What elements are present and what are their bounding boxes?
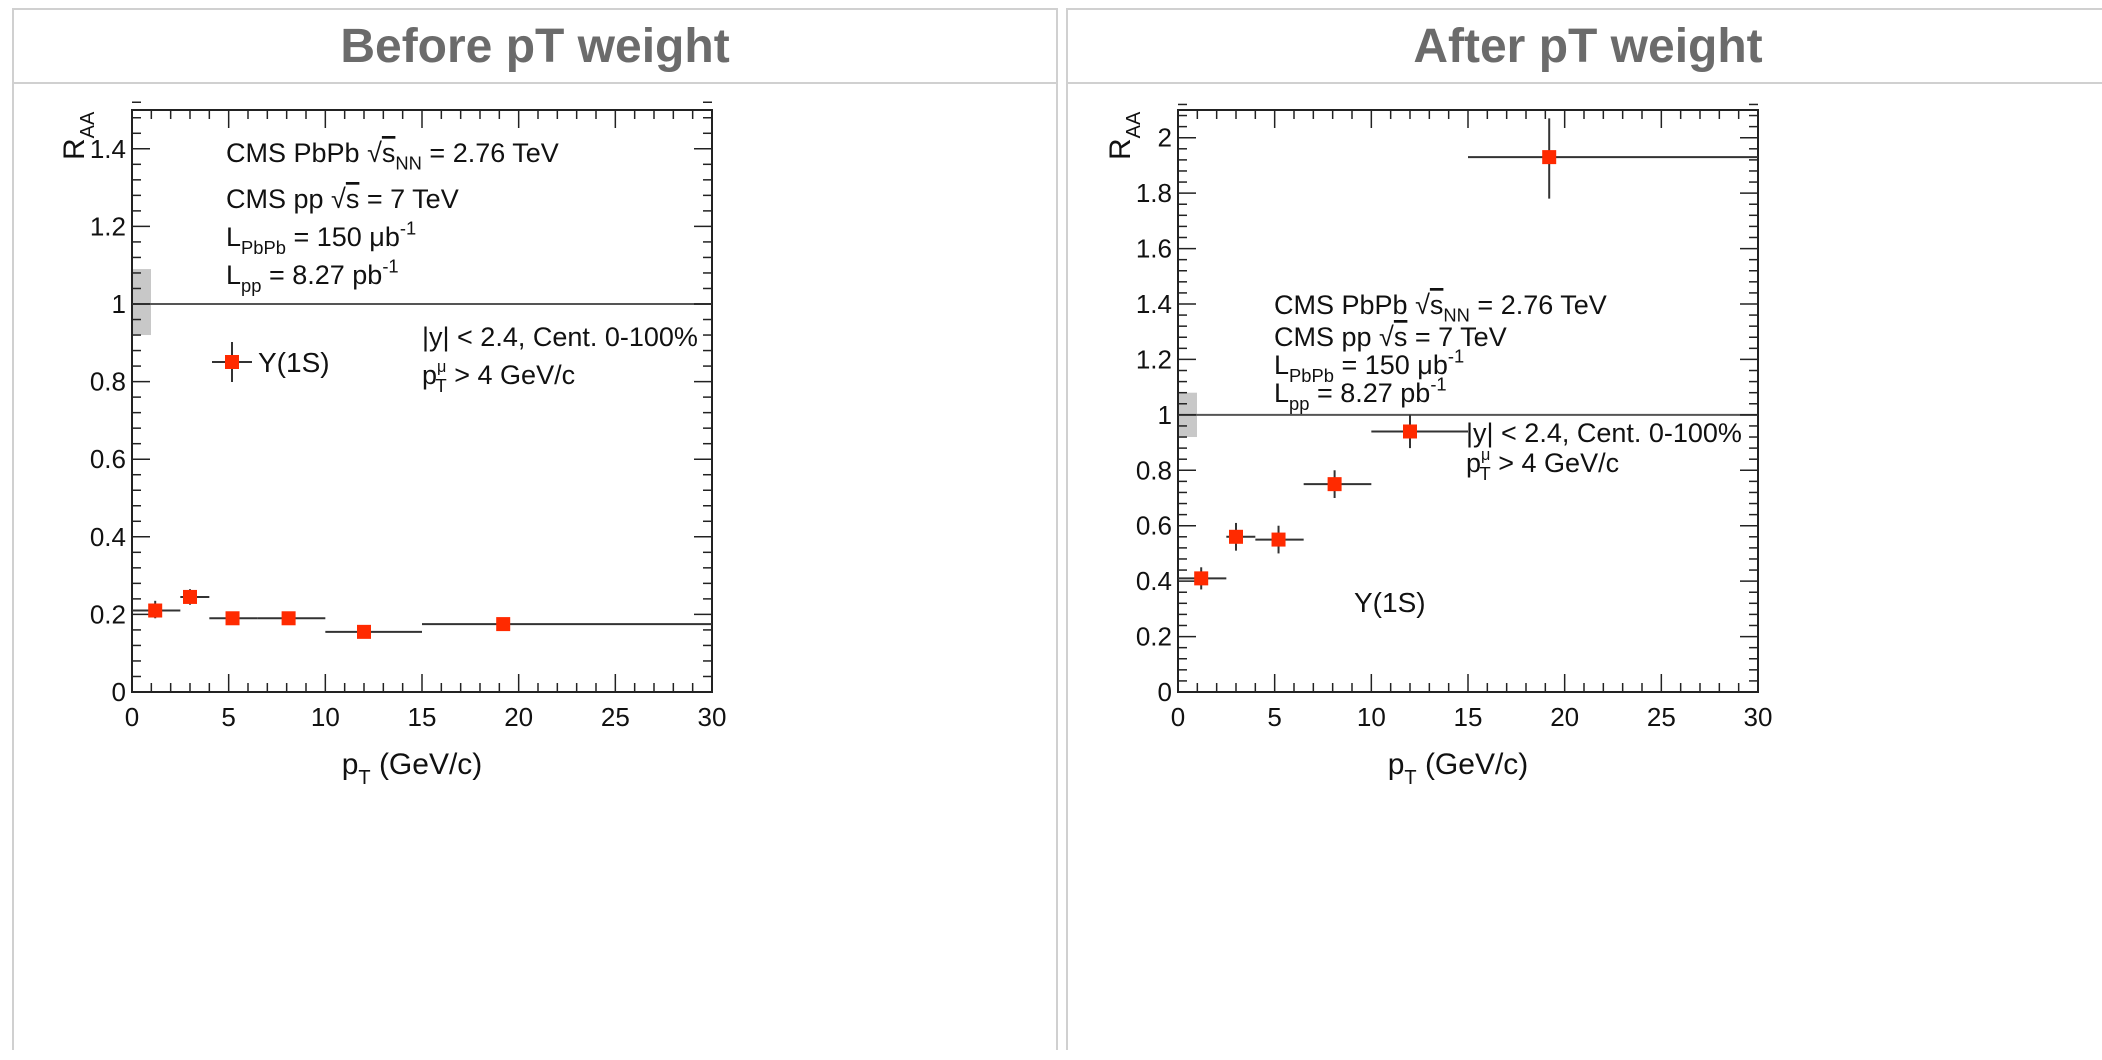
y-tick-label: 1.6 xyxy=(1136,234,1172,264)
point-marker xyxy=(1403,424,1417,439)
x-tick-label: 5 xyxy=(221,702,235,732)
y-tick-label: 0.2 xyxy=(1136,622,1172,652)
y-tick-label: 0.8 xyxy=(1136,455,1172,485)
annotation-lumi-pp: Lpp = 8.27 pb-1 xyxy=(226,256,399,296)
x-tick-label: 5 xyxy=(1267,702,1281,732)
legend-point xyxy=(225,355,239,369)
annotation-pt-cut: pμ T > 4 GeV/c xyxy=(422,358,575,396)
y-axis-title: RAA xyxy=(1104,111,1145,160)
annotation-cms-pp: CMS pp √s = 7 TeV xyxy=(1274,322,1507,352)
annotation-lumi-pbpb: LPbPb = 150 μb-1 xyxy=(1274,346,1464,386)
annotation-pt-cut: pμ T > 4 GeV/c xyxy=(1466,446,1619,484)
point-marker xyxy=(225,611,240,626)
y-tick-label: 1.2 xyxy=(90,211,126,241)
panel-header-before: Before pT weight xyxy=(14,10,1056,84)
panel-header-after: After pT weight xyxy=(1068,10,2102,84)
data-point xyxy=(422,617,712,632)
data-point xyxy=(209,611,258,626)
data-point xyxy=(257,611,326,626)
data-point xyxy=(1371,414,1468,449)
x-tick-label: 20 xyxy=(1550,702,1579,732)
point-marker xyxy=(496,617,511,632)
x-axis-title: pT (GeV/c) xyxy=(1388,748,1529,789)
x-tick-label: 25 xyxy=(601,702,630,732)
x-tick-label: 20 xyxy=(504,702,533,732)
data-point xyxy=(1178,567,1227,590)
y-tick-label: 0.8 xyxy=(90,367,126,397)
annotation-cms-pp: CMS pp √s = 7 TeV xyxy=(226,184,459,214)
point-marker xyxy=(357,624,371,639)
y-tick-label: 1.4 xyxy=(90,134,126,164)
x-tick-label: 25 xyxy=(1647,702,1676,732)
x-tick-label: 30 xyxy=(698,702,727,732)
x-tick-label: 0 xyxy=(1171,702,1185,732)
y-tick-label: 0 xyxy=(112,677,126,707)
data-point xyxy=(325,624,422,639)
y-tick-label: 1.2 xyxy=(1136,344,1172,374)
point-marker xyxy=(1194,571,1209,586)
point-marker xyxy=(183,589,197,604)
point-marker xyxy=(1542,150,1557,165)
data-point xyxy=(1255,525,1304,554)
x-tick-label: 10 xyxy=(1357,702,1386,732)
annotation-lumi-pbpb: LPbPb = 150 μb-1 xyxy=(226,218,416,258)
y-axis-title: RAA xyxy=(58,111,99,160)
point-marker xyxy=(1327,477,1342,492)
y-tick-label: 1 xyxy=(112,289,126,319)
x-tick-label: 10 xyxy=(311,702,340,732)
annotation-cms-pbpb: CMS PbPb √sNN = 2.76 TeV xyxy=(1274,290,1607,326)
plot-frame xyxy=(1177,109,1759,693)
annotation-cms-pbpb: CMS PbPb √sNN = 2.76 TeV xyxy=(226,138,559,174)
point-marker xyxy=(281,611,296,626)
data-point xyxy=(1468,118,1758,199)
panel-after: After pT weight 0 5 10 15 20 25 30 0 0.2 0.4 0.6 0.… xyxy=(1066,8,2102,1050)
annotation-rapidity-cut: |y| < 2.4, Cent. 0-100% xyxy=(1466,418,1742,448)
y-tick-label: 1.8 xyxy=(1136,178,1172,208)
panel-before: Before pT weight 0 5 10 15 20 25 30 0 0.2 0.4 0.6 0… xyxy=(12,8,1058,1050)
y-tick-label: 0.6 xyxy=(90,444,126,474)
point-marker xyxy=(148,603,163,618)
legend-label: Υ(1S) xyxy=(258,347,330,378)
y-tick-label: 0 xyxy=(1158,677,1172,707)
legend-label: Υ(1S) xyxy=(1354,587,1426,618)
y-tick-label: 2 xyxy=(1158,123,1172,153)
y-tick-label: 1 xyxy=(1158,400,1172,430)
y-tick-label: 0.2 xyxy=(90,599,126,629)
data-point xyxy=(132,600,181,619)
y-tick-label: 0.4 xyxy=(1136,566,1172,596)
global-uncertainty-box xyxy=(133,269,151,336)
x-tick-label: 30 xyxy=(1744,702,1773,732)
x-tick-label: 15 xyxy=(1454,702,1483,732)
point-marker xyxy=(1229,529,1243,544)
annotation-lumi-pp: Lpp = 8.27 pb-1 xyxy=(1274,374,1447,414)
data-point xyxy=(1303,470,1372,498)
y-tick-label: 1.4 xyxy=(1136,289,1172,319)
x-tick-label: 0 xyxy=(125,702,139,732)
chart-before: 0 5 10 15 20 25 30 0 0.2 0.4 0.6 0.8 1 1.2 1.4 pT (GeV/… xyxy=(58,101,727,789)
panel-title-before: Before pT weight xyxy=(340,19,730,73)
x-tick-label: 15 xyxy=(408,702,437,732)
x-axis-title: pT (GeV/c) xyxy=(342,748,483,789)
annotation-rapidity-cut: |y| < 2.4, Cent. 0-100% xyxy=(422,322,698,352)
data-point xyxy=(180,589,210,605)
y-tick-label: 0.4 xyxy=(90,522,126,552)
point-marker xyxy=(1271,532,1286,547)
legend-marker xyxy=(212,342,252,382)
data-point xyxy=(1226,522,1256,551)
chart-after: 0 5 10 15 20 25 30 0 0.2 0.4 0.6 0.8 1 1.2 1.4 1.6 1.8 2 p… xyxy=(1104,103,1773,789)
panel-title-after: After pT weight xyxy=(1413,19,1763,73)
y-tick-label: 0.6 xyxy=(1136,511,1172,541)
